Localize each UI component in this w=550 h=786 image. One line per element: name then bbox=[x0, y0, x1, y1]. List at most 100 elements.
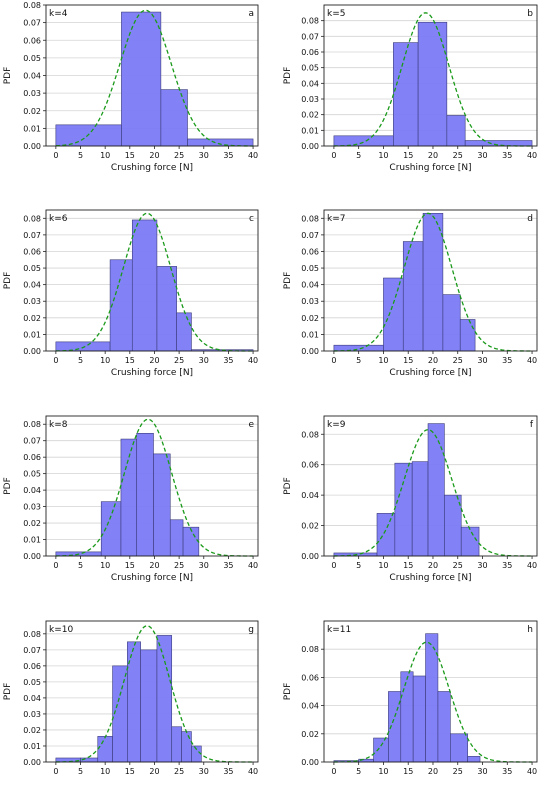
y-tick-label: 0.01 bbox=[301, 126, 319, 135]
panel-h: 0.00 0.02 0.04 0.06 0.08 0 5 10 15 20 25 30 35 40 PDF k… bbox=[283, 620, 538, 776]
x-tick-label: 10 bbox=[378, 356, 388, 365]
panel-b: 0.00 0.01 0.02 0.03 0.04 0.05 0.06 0.07 0.08 0 5 10… bbox=[283, 4, 538, 173]
x-tick-label: 35 bbox=[502, 151, 512, 160]
x-tick-label: 15 bbox=[125, 151, 135, 160]
y-tick-label: 0.00 bbox=[23, 552, 41, 561]
y-tick-label: 0.02 bbox=[301, 522, 319, 531]
histogram-bar bbox=[171, 726, 182, 763]
x-tick-label: 10 bbox=[100, 356, 110, 365]
y-tick-label: 0.02 bbox=[301, 111, 319, 120]
panel-a: 0.00 0.01 0.02 0.03 0.04 0.05 0.06 0.07 0.08 0 5 10… bbox=[3, 1, 259, 173]
y-tick-label: 0.02 bbox=[23, 107, 41, 116]
histogram-bar bbox=[55, 341, 111, 352]
y-tick-label: 0.00 bbox=[301, 347, 319, 356]
x-tick-label: 5 bbox=[356, 561, 361, 570]
x-tick-label: 25 bbox=[453, 151, 463, 160]
y-axis-label: PDF bbox=[3, 683, 13, 701]
x-tick-label: 0 bbox=[53, 767, 58, 776]
x-tick-label: 30 bbox=[199, 561, 209, 570]
normal-fit-curve bbox=[55, 418, 254, 557]
y-tick-label: 0.03 bbox=[23, 503, 41, 512]
panel-g: 0.00 0.01 0.02 0.03 0.04 0.05 0.06 0.07 0.08 0 5 10… bbox=[3, 620, 259, 776]
panel-letter: f bbox=[530, 420, 534, 430]
x-tick-label: 25 bbox=[174, 151, 184, 160]
y-axis-label: PDF bbox=[3, 477, 13, 495]
x-tick-label: 20 bbox=[428, 767, 438, 776]
y-tick-label: 0.01 bbox=[23, 124, 41, 133]
histogram-bar bbox=[417, 21, 448, 147]
y-tick-label: 0.07 bbox=[301, 32, 319, 41]
y-tick-label: 0.07 bbox=[301, 231, 319, 240]
panel-f: 0.00 0.02 0.04 0.06 0.08 0 5 10 15 20 25 30 35 40 Crus… bbox=[283, 415, 538, 583]
x-tick-label: 10 bbox=[378, 767, 388, 776]
x-tick-label: 10 bbox=[378, 151, 388, 160]
y-tick-label: 0.08 bbox=[301, 430, 319, 439]
y-tick-label: 0.07 bbox=[23, 231, 41, 240]
k-value-label: k=8 bbox=[49, 420, 68, 430]
histogram-bar bbox=[412, 675, 426, 763]
y-tick-label: 0.06 bbox=[301, 461, 319, 470]
y-tick-label: 0.05 bbox=[23, 54, 41, 63]
y-tick-label: 0.00 bbox=[23, 758, 41, 767]
y-tick-label: 0.00 bbox=[23, 347, 41, 356]
x-tick-label: 35 bbox=[502, 561, 512, 570]
plot-frame bbox=[323, 415, 538, 557]
y-tick-label: 0.03 bbox=[301, 297, 319, 306]
y-tick-label: 0.08 bbox=[301, 645, 319, 654]
histogram-bar bbox=[100, 501, 122, 557]
x-tick-label: 15 bbox=[125, 356, 135, 365]
normal-fit-curve bbox=[55, 212, 254, 352]
y-tick-label: 0.02 bbox=[301, 314, 319, 323]
y-tick-label: 0.03 bbox=[301, 95, 319, 104]
histogram-bar bbox=[181, 731, 192, 763]
histogram-bar bbox=[153, 453, 171, 557]
normal-fit-curve bbox=[55, 9, 254, 147]
histogram-bar bbox=[131, 219, 158, 352]
plot-frame bbox=[323, 620, 538, 763]
plot-frame bbox=[323, 4, 538, 147]
x-tick-label: 35 bbox=[502, 767, 512, 776]
x-tick-label: 40 bbox=[248, 767, 258, 776]
x-tick-label: 20 bbox=[149, 561, 159, 570]
x-tick-label: 0 bbox=[331, 151, 336, 160]
histogram-bar bbox=[450, 733, 468, 763]
histogram-bar bbox=[140, 649, 158, 763]
x-tick-label: 15 bbox=[403, 151, 413, 160]
normal-fit-curve bbox=[55, 625, 254, 763]
x-tick-label: 20 bbox=[428, 356, 438, 365]
y-tick-label: 0.04 bbox=[301, 491, 319, 500]
k-value-label: k=9 bbox=[327, 420, 346, 430]
histogram-bar bbox=[394, 462, 413, 557]
panel-letter: h bbox=[527, 625, 533, 635]
x-tick-label: 25 bbox=[174, 356, 184, 365]
x-axis-label: Crushing force [N] bbox=[111, 163, 193, 173]
histogram-bar bbox=[169, 519, 184, 557]
y-tick-label: 0.02 bbox=[23, 519, 41, 528]
x-axis-label: Crushing force [N] bbox=[111, 368, 193, 378]
y-tick-label: 0.01 bbox=[23, 536, 41, 545]
histogram-bar bbox=[383, 277, 404, 352]
histogram-bar bbox=[446, 115, 466, 147]
x-tick-label: 35 bbox=[223, 767, 233, 776]
y-tick-label: 0.00 bbox=[301, 758, 319, 767]
x-tick-label: 40 bbox=[527, 356, 537, 365]
histogram-bar bbox=[467, 756, 481, 763]
y-tick-label: 0.02 bbox=[301, 730, 319, 739]
plot-frame bbox=[45, 620, 259, 763]
normal-fit-curve bbox=[333, 641, 533, 763]
x-tick-label: 20 bbox=[428, 561, 438, 570]
histogram-bar bbox=[136, 432, 154, 557]
k-value-label: k=4 bbox=[49, 9, 68, 19]
y-tick-label: 0.05 bbox=[23, 678, 41, 687]
panel-letter: g bbox=[248, 625, 254, 635]
x-tick-label: 30 bbox=[199, 151, 209, 160]
y-tick-label: 0.06 bbox=[301, 673, 319, 682]
x-tick-label: 10 bbox=[100, 151, 110, 160]
k-value-label: k=7 bbox=[327, 214, 345, 224]
panel-c: 0.00 0.01 0.02 0.03 0.04 0.05 0.06 0.07 0.08 0 5 10… bbox=[3, 209, 259, 378]
y-tick-label: 0.00 bbox=[301, 142, 319, 151]
y-tick-label: 0.04 bbox=[23, 281, 41, 290]
x-tick-label: 40 bbox=[248, 151, 258, 160]
x-tick-label: 0 bbox=[331, 356, 336, 365]
